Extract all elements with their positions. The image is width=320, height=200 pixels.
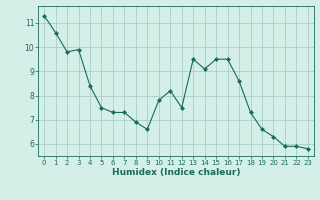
- X-axis label: Humidex (Indice chaleur): Humidex (Indice chaleur): [112, 168, 240, 177]
